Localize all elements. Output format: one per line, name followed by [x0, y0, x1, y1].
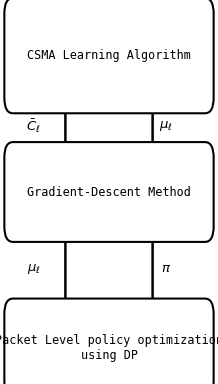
FancyBboxPatch shape [4, 299, 214, 384]
Text: $\mu_\ell$: $\mu_\ell$ [159, 119, 173, 133]
Text: $\mu_\ell$: $\mu_\ell$ [27, 262, 41, 276]
Text: CSMA Learning Algorithm: CSMA Learning Algorithm [27, 49, 191, 62]
Text: Packet Level policy optimization
using DP: Packet Level policy optimization using D… [0, 334, 218, 361]
Text: $\bar{C}_\ell$: $\bar{C}_\ell$ [26, 117, 41, 135]
Text: Gradient-Descent Method: Gradient-Descent Method [27, 185, 191, 199]
FancyBboxPatch shape [4, 142, 214, 242]
Text: $\pi$: $\pi$ [161, 262, 171, 275]
FancyBboxPatch shape [4, 0, 214, 113]
